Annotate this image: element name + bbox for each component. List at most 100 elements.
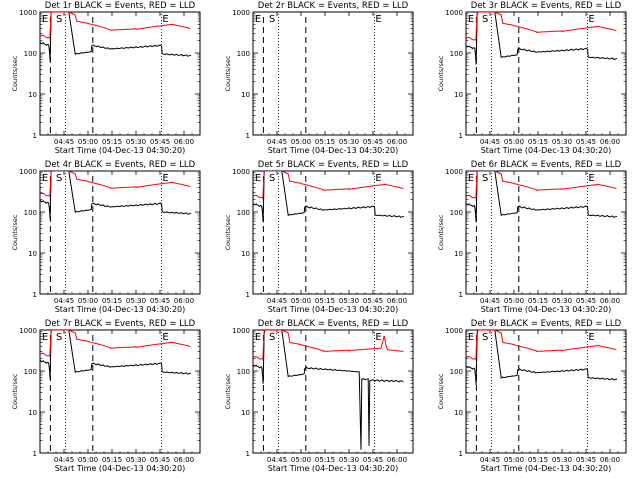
x-tick-label: 06:00 (387, 138, 407, 146)
y-tick-label: 10 (28, 91, 37, 99)
y-axis-label: Counts/sec (224, 373, 232, 409)
events-series-line (40, 330, 192, 380)
x-axis-label: Start Time (04-Dec-13 04:30:20) (55, 146, 186, 155)
event-marker-label: E (468, 332, 474, 343)
events-series-line (40, 171, 192, 220)
event-marker-label: E (468, 173, 474, 184)
x-tick-label: 06:00 (387, 456, 407, 464)
y-tick-label: 1 (33, 132, 37, 140)
chart-panel: Det 9r BLACK = Events, RED = LLD 1 10 100 10… (437, 319, 627, 473)
x-tick-label: 04:45 (480, 138, 500, 146)
y-tick-label: 1000 (19, 327, 37, 335)
chart-title: Det 3r BLACK = Events, RED = LLD (471, 1, 622, 11)
y-tick-label: 1000 (19, 168, 37, 176)
x-tick-label: 05:15 (102, 138, 122, 146)
plot-frame (465, 329, 627, 454)
event-marker-label: S (56, 173, 62, 184)
event-marker-label: E (255, 14, 261, 25)
x-tick-label: 04:45 (267, 138, 287, 146)
event-marker-label: E (375, 332, 381, 343)
x-tick-label: 05:00 (291, 456, 311, 464)
plot-frame (39, 170, 201, 295)
x-tick-label: 06:00 (600, 456, 620, 464)
x-tick-label: 05:30 (339, 297, 359, 305)
x-tick-label: 05:00 (504, 456, 524, 464)
x-tick-label: 05:30 (339, 456, 359, 464)
lld-series-line (466, 171, 617, 199)
event-marker-label: E (162, 14, 168, 25)
chart-title: Det 7r BLACK = Events, RED = LLD (45, 319, 196, 329)
x-tick-label: 06:00 (600, 138, 620, 146)
events-series-line (40, 12, 192, 62)
events-series-line (253, 330, 404, 450)
x-tick-label: 04:45 (54, 138, 74, 146)
event-marker-label: E (468, 14, 474, 25)
y-tick-label: 10 (241, 91, 250, 99)
lld-series-line (253, 330, 404, 360)
x-tick-label: 05:30 (552, 297, 572, 305)
y-tick-label: 100 (237, 50, 250, 58)
x-tick-label: 05:00 (504, 297, 524, 305)
y-tick-label: 100 (237, 209, 250, 217)
y-axis-label: Counts/sec (11, 214, 19, 250)
event-marker-label: S (56, 14, 62, 25)
plot-frame (252, 11, 414, 136)
x-tick-label: 05:15 (102, 456, 122, 464)
x-tick-label: 04:45 (267, 297, 287, 305)
x-tick-label: 06:00 (174, 456, 194, 464)
chart-title: Det 1r BLACK = Events, RED = LLD (45, 1, 196, 11)
x-axis-label: Start Time (04-Dec-13 04:30:20) (268, 146, 399, 155)
chart-panel: Det 8r BLACK = Events, RED = LLD 1 10 100 10… (224, 319, 414, 473)
x-tick-label: 05:15 (102, 297, 122, 305)
chart-panel: Det 3r BLACK = Events, RED = LLD 1 10 100 10… (437, 1, 627, 155)
chart-title: Det 8r BLACK = Events, RED = LLD (258, 319, 409, 329)
event-marker-label: S (269, 173, 275, 184)
x-tick-label: 05:45 (576, 138, 596, 146)
x-tick-label: 05:30 (339, 138, 359, 146)
chart-title: Det 4r BLACK = Events, RED = LLD (45, 160, 196, 170)
event-marker-label: E (588, 332, 594, 343)
y-tick-label: 10 (241, 409, 250, 417)
x-tick-label: 04:45 (480, 456, 500, 464)
x-tick-label: 05:45 (576, 297, 596, 305)
x-tick-label: 05:15 (528, 297, 548, 305)
y-axis-label: Counts/sec (224, 55, 232, 91)
y-tick-label: 1000 (445, 327, 463, 335)
y-axis-label: Counts/sec (11, 373, 19, 409)
y-tick-label: 1 (246, 291, 250, 299)
chart-title: Det 5r BLACK = Events, RED = LLD (258, 160, 409, 170)
chart-panel: Det 1r BLACK = Events, RED = LLD 1 10 100 10… (11, 1, 201, 155)
event-marker-label: S (482, 14, 488, 25)
x-tick-label: 05:00 (78, 297, 98, 305)
event-marker-label: E (42, 14, 48, 25)
x-tick-label: 05:00 (78, 456, 98, 464)
y-tick-label: 1 (459, 132, 463, 140)
x-tick-label: 05:30 (552, 456, 572, 464)
x-tick-label: 05:45 (150, 138, 170, 146)
y-tick-label: 1000 (232, 327, 250, 335)
y-tick-label: 1 (459, 450, 463, 458)
lld-series-line (40, 171, 191, 197)
x-tick-label: 05:30 (552, 138, 572, 146)
plot-frame (39, 329, 201, 454)
y-axis-label: Counts/sec (11, 55, 19, 91)
lld-series-line (40, 12, 191, 39)
x-tick-label: 05:45 (363, 456, 383, 464)
event-marker-label: E (162, 173, 168, 184)
x-tick-label: 05:00 (291, 297, 311, 305)
x-tick-label: 05:00 (291, 138, 311, 146)
y-tick-label: 10 (241, 250, 250, 258)
y-tick-label: 1 (33, 291, 37, 299)
x-tick-label: 05:45 (363, 138, 383, 146)
chart-title: Det 9r BLACK = Events, RED = LLD (471, 319, 622, 329)
x-tick-label: 06:00 (387, 297, 407, 305)
x-tick-label: 05:45 (363, 297, 383, 305)
y-tick-label: 10 (28, 409, 37, 417)
event-marker-label: E (42, 173, 48, 184)
event-marker-label: E (375, 14, 381, 25)
x-tick-label: 05:15 (315, 297, 335, 305)
y-tick-label: 10 (454, 409, 463, 417)
chart-panel: Det 6r BLACK = Events, RED = LLD 1 10 100 10… (437, 160, 627, 314)
event-marker-label: E (162, 332, 168, 343)
event-marker-label: E (255, 332, 261, 343)
